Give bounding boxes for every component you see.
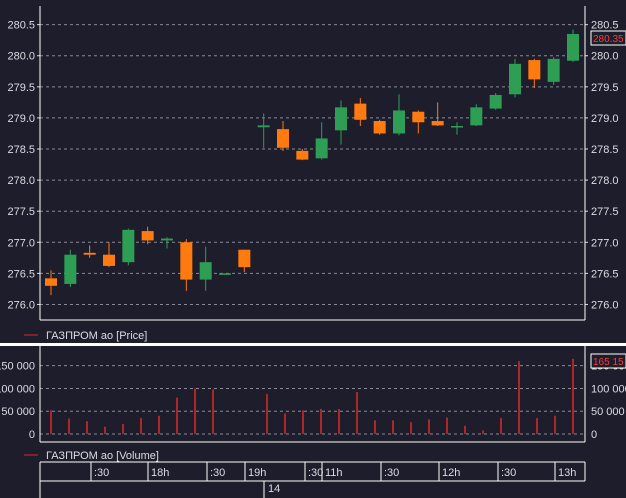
candle-body: [470, 107, 483, 126]
candle-body: [528, 60, 541, 80]
price-candles: [45, 29, 579, 296]
last-volume-label: 165 15: [593, 357, 624, 368]
price-tick-label-right: 276.0: [591, 299, 619, 311]
time-tick-label: 12h: [442, 467, 460, 479]
volume-tick-label-right: 100 000: [591, 383, 626, 395]
candle-body: [373, 121, 386, 134]
volume-tick-label-left: 0: [29, 429, 35, 441]
last-volume-box: [590, 353, 626, 369]
candle-body: [277, 129, 289, 148]
time-tick-label: :30: [94, 467, 109, 479]
price-tick-label-left: 278.5: [7, 144, 35, 156]
price-tick-label-right: 278.5: [591, 144, 619, 156]
price-tick-label-left: 279.0: [7, 113, 35, 125]
panel-splitter[interactable]: [0, 343, 626, 346]
price-tick-label-left: 280.0: [7, 51, 35, 63]
time-tick-label: 13h: [558, 467, 576, 479]
candle-body: [296, 150, 309, 160]
price-tick-label-right: 280.0: [591, 51, 619, 63]
volume-legend-label: ГАЗПРОМ ао [Volume]: [46, 450, 159, 462]
time-axis: :30 18h:30 19h:30 11h:30 12h:30 13h: [39, 461, 586, 498]
price-tick-label-left: 276.5: [7, 268, 35, 280]
candle-body: [257, 125, 270, 128]
candle-body: [489, 94, 502, 109]
candle-body: [547, 58, 560, 82]
price-tick-label-right: 277.5: [591, 206, 619, 218]
volume-tick-label-left: 50 000: [1, 406, 35, 418]
volume-tick-label-left: 100 000: [0, 383, 35, 395]
price-tick-label-right: 277.0: [591, 237, 619, 249]
volume-bars: [50, 358, 574, 434]
price-tick-label-right: 280.5: [591, 20, 619, 32]
volume-tick-label-right: 0: [591, 429, 597, 441]
candle-body: [393, 110, 405, 134]
candle-body: [509, 63, 521, 95]
price-tick-label-left: 278.0: [7, 175, 35, 187]
time-tick-label: 11h: [325, 467, 343, 479]
time-tick-label: :30: [384, 467, 399, 479]
volume-tick-label-left: 150 000: [0, 361, 35, 373]
candle-body: [141, 231, 154, 241]
price-tick-label-right: 279.0: [591, 113, 619, 125]
price-tick-label-right: 278.0: [591, 175, 619, 187]
candle-body: [315, 138, 328, 159]
price-tick-label-left: 280.5: [7, 20, 35, 32]
panel-frames: [0, 6, 626, 443]
candle-body: [219, 273, 231, 275]
price-axis-left: 276.0 276.5 277.0 277.5 278.0 278.5 279.0 279.5…: [7, 20, 40, 311]
candle-body: [238, 249, 251, 268]
price-tick-label-left: 276.0: [7, 299, 35, 311]
price-tick-label-left: 277.5: [7, 206, 35, 218]
candle-body: [83, 252, 96, 255]
candle-body: [103, 254, 115, 266]
candle-body: [431, 121, 444, 126]
price-tick-label-right: 276.5: [591, 268, 619, 280]
candle-body: [122, 229, 135, 263]
candle-body: [412, 111, 425, 123]
candle-body: [45, 278, 57, 286]
candle-body: [451, 126, 463, 128]
time-tick-label: :30: [308, 467, 323, 479]
last-price-box: [590, 30, 626, 46]
price-tick-label-right: 279.5: [591, 82, 619, 94]
volume-tick-label-right: 50 000: [591, 406, 625, 418]
volume-axis-left: 0 50 000 100 000 150 000: [0, 361, 35, 441]
candle-body: [199, 262, 212, 280]
price-axis-right: 276.0 276.5 277.0 277.5 278.0 278.5 279.0 279.5…: [585, 20, 619, 311]
candle-body: [180, 242, 193, 280]
volume-grid: [40, 365, 585, 435]
price-tick-label-left: 277.0: [7, 237, 35, 249]
time-tick-label: :30: [501, 467, 516, 479]
candle-body: [567, 33, 579, 61]
candle-body: [335, 107, 347, 131]
candle-body: [354, 103, 367, 120]
time-axis-date-label: 14: [268, 483, 280, 495]
time-tick-label: 18h: [151, 467, 169, 479]
candle-body: [64, 254, 77, 284]
time-tick-label: 19h: [248, 467, 266, 479]
candle-body: [161, 238, 173, 241]
time-tick-label: :30: [210, 467, 225, 479]
price-tick-label-left: 279.5: [7, 82, 35, 94]
price-legend-label: ГАЗПРОМ ао [Price]: [46, 330, 147, 342]
last-price-label: 280.35: [593, 34, 624, 45]
